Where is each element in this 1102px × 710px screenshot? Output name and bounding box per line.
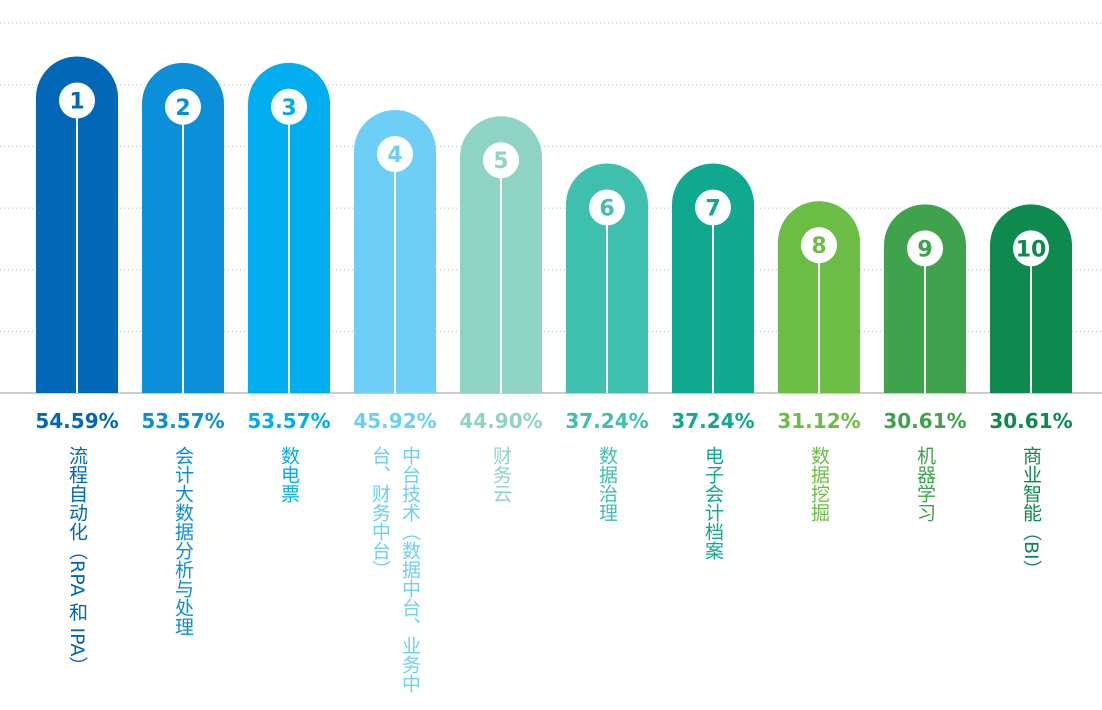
category-label: 电子会计档案: [702, 446, 724, 560]
category-label: 商业智能（BI）: [1020, 446, 1042, 579]
category-label: 财务云: [490, 446, 512, 503]
value-label: 54.59%: [35, 409, 118, 433]
rank-circle: [695, 189, 731, 226]
category-label: 数据挖掘: [808, 446, 830, 522]
value-label: 53.57%: [247, 409, 330, 433]
value-label: 45.92%: [353, 409, 436, 433]
rank-circle: [483, 142, 519, 179]
value-label: 37.24%: [671, 409, 754, 433]
value-label: 31.12%: [777, 409, 860, 433]
rank-label: 7: [705, 196, 720, 221]
value-label: 30.61%: [989, 409, 1072, 433]
category-label: 流程自动化（RPA 和 IPA）: [66, 446, 88, 676]
rank-label: 5: [493, 149, 508, 174]
value-label: 30.61%: [883, 409, 966, 433]
rank-label: 8: [811, 234, 826, 259]
rank-circle: [59, 82, 95, 119]
value-label: 44.90%: [459, 409, 542, 433]
rank-label: 6: [599, 196, 614, 221]
category-label: 数据治理: [596, 446, 618, 522]
rank-label: 10: [1016, 237, 1047, 262]
category-label: 数电票: [278, 446, 300, 503]
rank-circle: [165, 88, 201, 125]
rank-circle: [271, 88, 307, 125]
rank-circle: [589, 189, 625, 226]
value-label: 37.24%: [565, 409, 648, 433]
rank-circle: [377, 135, 413, 172]
rank-circle: [801, 227, 837, 264]
rank-label: 1: [69, 90, 84, 115]
category-label: 中台技术（数据中台、业务中台、财务中台）: [369, 446, 421, 693]
rank-label: 4: [387, 143, 402, 168]
rank-label: 9: [917, 237, 932, 262]
category-label: 机器学习: [914, 446, 936, 522]
rank-label: 3: [281, 96, 296, 121]
rank-circle: [907, 230, 943, 267]
rank-label: 2: [175, 96, 190, 121]
category-label: 会计大数据分析与处理: [172, 446, 194, 636]
rank-circle: [1013, 230, 1049, 267]
value-label: 53.57%: [141, 409, 224, 433]
